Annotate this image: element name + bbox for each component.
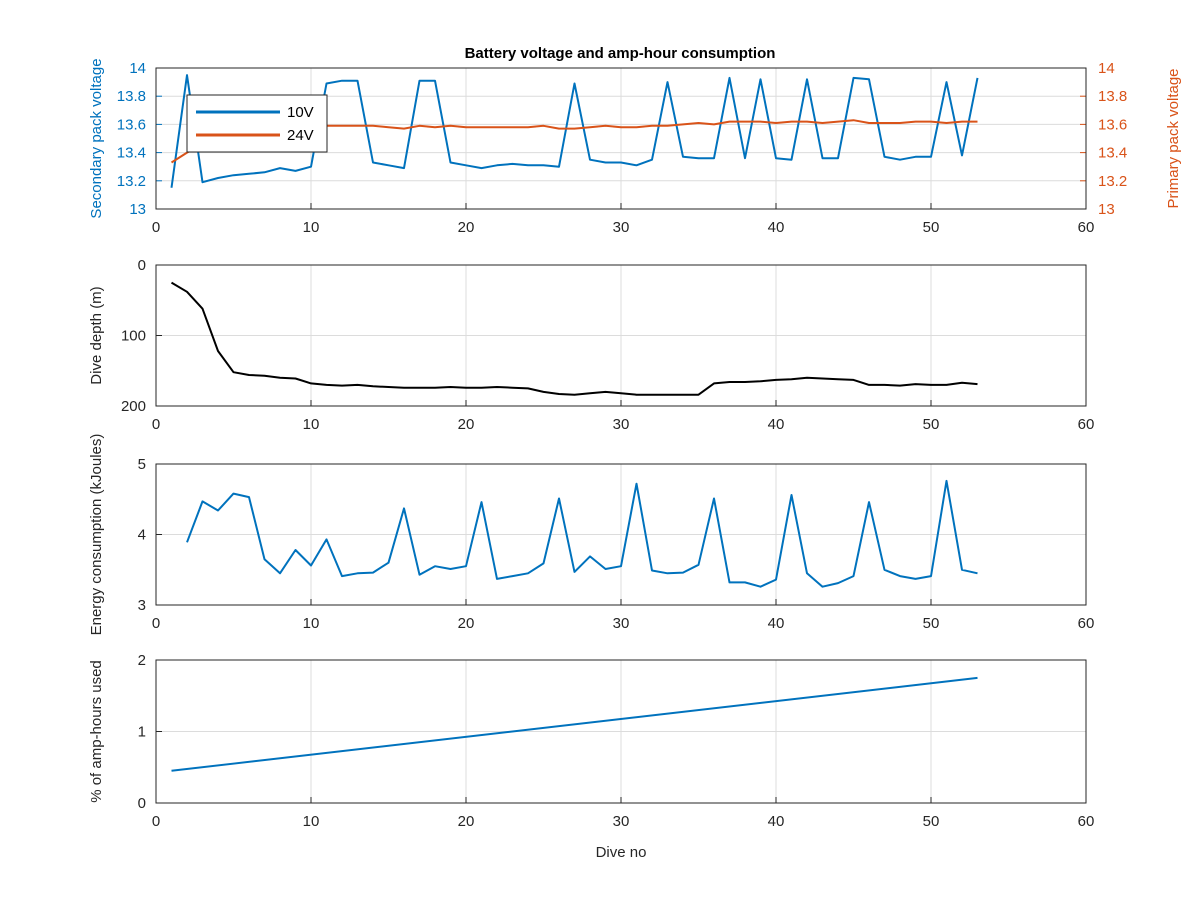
y-tick-label: 0 bbox=[138, 257, 146, 274]
legend-box bbox=[186, 94, 328, 153]
x-tick-label: 60 bbox=[1078, 219, 1095, 236]
x-tick-label: 30 bbox=[613, 416, 630, 433]
x-tick-label: 20 bbox=[458, 219, 475, 236]
axes-box bbox=[155, 264, 1087, 407]
y-axis-label: Dive depth (m) bbox=[88, 286, 105, 384]
y-right-axis-label: Primary pack voltage bbox=[1165, 68, 1182, 208]
x-tick-label: 0 bbox=[152, 813, 160, 830]
panel-4: 0 10 20 30 40 50 60 0 1 2 % of amp-hours used Dive … bbox=[88, 652, 1094, 861]
x-tick-label: 40 bbox=[768, 615, 785, 632]
x-tick-label: 10 bbox=[303, 219, 320, 236]
y-right-tick-label: 14 bbox=[1098, 60, 1115, 77]
x-tick-label: 10 bbox=[303, 813, 320, 830]
y-tick-label: 13 bbox=[129, 201, 146, 218]
y-tick-label: 3 bbox=[138, 597, 146, 614]
y-tick-label: 13.2 bbox=[117, 173, 146, 190]
x-tick-label: 40 bbox=[768, 416, 785, 433]
y-tick-label: 13.4 bbox=[117, 145, 146, 162]
x-tick-label: 60 bbox=[1078, 615, 1095, 632]
axes-box bbox=[155, 67, 1087, 210]
x-tick-label: 0 bbox=[152, 416, 160, 433]
y-axis-label: Energy consumption (kJoules) bbox=[88, 434, 105, 636]
y-tick-label: 1 bbox=[138, 724, 146, 741]
axes-box bbox=[155, 463, 1087, 606]
panel-3: 0 10 20 30 40 50 60 3 4 5 Energy consumption (kJou… bbox=[88, 434, 1094, 636]
y-tick-label: 13.6 bbox=[117, 116, 146, 133]
y-tick-label: 0 bbox=[138, 795, 146, 812]
x-tick-label: 50 bbox=[923, 615, 940, 632]
x-tick-label: 40 bbox=[768, 813, 785, 830]
y-right-tick-label: 13.8 bbox=[1098, 88, 1127, 105]
y-tick-label: 5 bbox=[138, 456, 146, 473]
x-tick-label: 0 bbox=[152, 615, 160, 632]
x-tick-label: 60 bbox=[1078, 813, 1095, 830]
y-right-tick-label: 13 bbox=[1098, 201, 1115, 218]
y-tick-label: 13.8 bbox=[117, 88, 146, 105]
series-line-10V bbox=[170, 74, 979, 188]
x-tick-label: 30 bbox=[613, 813, 630, 830]
legend-entry-label: 10V bbox=[287, 104, 314, 121]
axes-box bbox=[155, 659, 1087, 804]
panel-1: 0 10 20 30 40 50 601313.213.413.613.8141313.21… bbox=[88, 58, 1182, 236]
panel-2: 0 10 20 30 40 50 60 0 100 200 Dive depth (m) bbox=[88, 257, 1094, 433]
x-tick-label: 50 bbox=[923, 813, 940, 830]
x-tick-label: 20 bbox=[458, 416, 475, 433]
x-tick-label: 30 bbox=[613, 615, 630, 632]
plot-panels: 0 10 20 30 40 50 601313.213.413.613.8141313.21… bbox=[88, 58, 1182, 861]
y-tick-label: 14 bbox=[129, 60, 146, 77]
y-right-tick-label: 13.2 bbox=[1098, 173, 1127, 190]
series-line-1 bbox=[186, 479, 978, 588]
figure-title: Battery voltage and amp-hour consumption bbox=[465, 45, 776, 62]
series-line-1 bbox=[171, 676, 978, 772]
x-tick-label: 20 bbox=[458, 615, 475, 632]
x-tick-label: 30 bbox=[613, 219, 630, 236]
x-tick-label: 10 bbox=[303, 615, 320, 632]
series-line-1 bbox=[170, 281, 978, 396]
y-tick-label: 2 bbox=[138, 652, 146, 669]
x-tick-label: 0 bbox=[152, 219, 160, 236]
x-tick-label: 10 bbox=[303, 416, 320, 433]
x-tick-label: 50 bbox=[923, 219, 940, 236]
legend-entry-label: 24V bbox=[287, 127, 314, 144]
x-axis-label: Dive no bbox=[596, 844, 647, 861]
x-tick-label: 40 bbox=[768, 219, 785, 236]
y-right-tick-label: 13.6 bbox=[1098, 116, 1127, 133]
x-tick-label: 60 bbox=[1078, 416, 1095, 433]
y-tick-label: 200 bbox=[121, 398, 146, 415]
y-tick-label: 100 bbox=[121, 328, 146, 345]
y-axis-label: Secondary pack voltage bbox=[88, 58, 105, 218]
y-axis-label: % of amp-hours used bbox=[88, 660, 105, 803]
x-tick-label: 50 bbox=[923, 416, 940, 433]
y-tick-label: 4 bbox=[138, 527, 146, 544]
y-right-tick-label: 13.4 bbox=[1098, 145, 1127, 162]
x-tick-label: 20 bbox=[458, 813, 475, 830]
